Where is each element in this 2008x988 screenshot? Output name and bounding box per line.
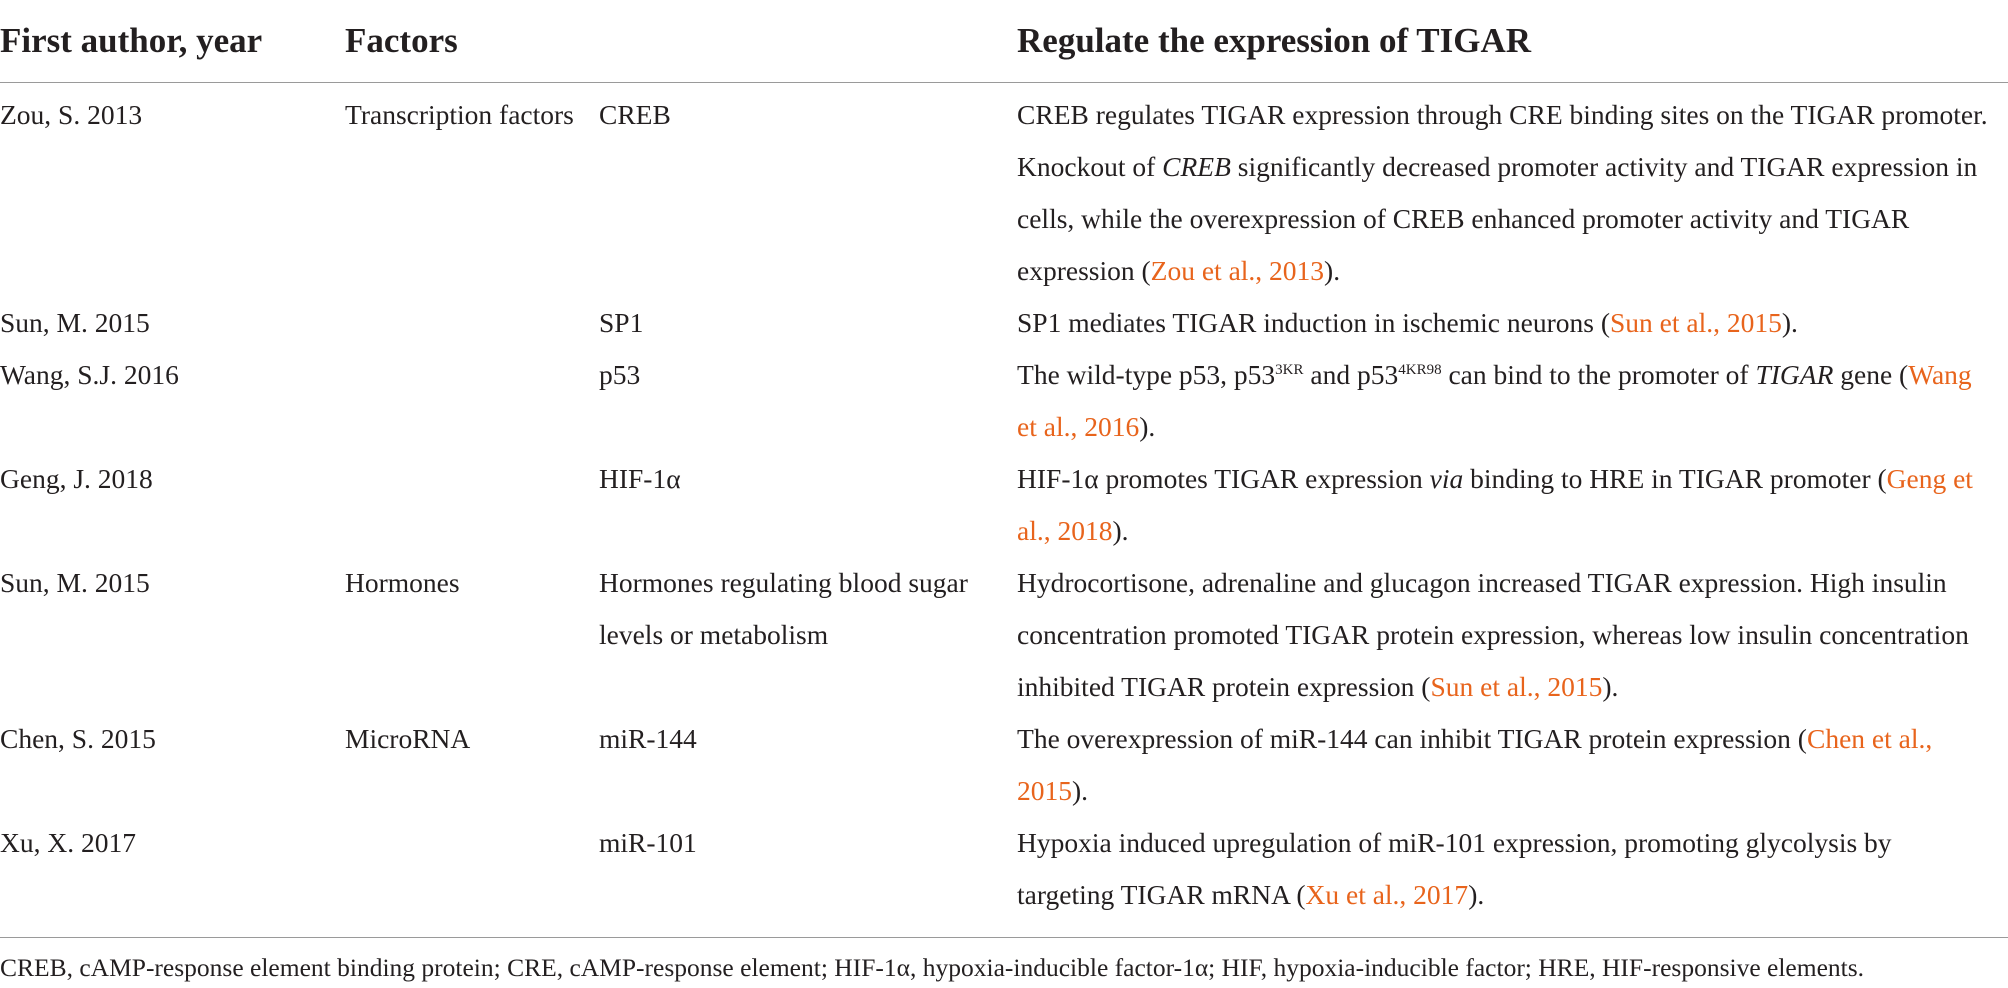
- cell-description: The overexpression of miR-144 can inhibi…: [1017, 713, 2008, 817]
- description-italic: via: [1429, 463, 1464, 494]
- citation-link[interactable]: Sun et al., 2015: [1609, 307, 1782, 338]
- cell-author: Chen, S. 2015: [0, 723, 156, 754]
- cell-description: Hypoxia induced upregulation of miR-101 …: [1017, 817, 2008, 937]
- description-text: and p53: [1303, 359, 1399, 390]
- description-text: gene (: [1833, 359, 1909, 390]
- description-text: Hydrocortisone, adrenaline and glucagon …: [1017, 567, 1969, 702]
- cell-author: Zou, S. 2013: [0, 99, 143, 130]
- cell-category: Transcription factors: [345, 99, 574, 130]
- table-row: Sun, M. 2015 SP1 SP1 mediates TIGAR indu…: [0, 297, 2008, 349]
- description-text: Hypoxia induced upregulation of miR-101 …: [1017, 827, 1892, 910]
- description-italic: CREB: [1162, 151, 1231, 182]
- cell-factor: miR-101: [599, 827, 697, 858]
- table-row: Xu, X. 2017 miR-101 Hypoxia induced upre…: [0, 817, 2008, 937]
- description-end: ).: [1072, 775, 1089, 806]
- cell-category: [345, 817, 599, 937]
- description-text: can bind to the promoter of: [1441, 359, 1756, 390]
- citation-link[interactable]: Xu et al., 2017: [1305, 879, 1469, 910]
- table-row: Chen, S. 2015 MicroRNA miR-144 The overe…: [0, 713, 2008, 817]
- description-text: SP1 mediates TIGAR induction in ischemic…: [1017, 307, 1610, 338]
- table-body: Zou, S. 2013 Transcription factors CREB …: [0, 83, 2008, 938]
- cell-author: Geng, J. 2018: [0, 463, 153, 494]
- header-regulate: Regulate the expression of TIGAR: [1017, 0, 2008, 83]
- cell-description: SP1 mediates TIGAR induction in ischemic…: [1017, 297, 2008, 349]
- description-end: ).: [1112, 515, 1129, 546]
- cell-author: Wang, S.J. 2016: [0, 359, 179, 390]
- table-footnote: CREB, cAMP-response element binding prot…: [0, 953, 1865, 982]
- citation-link[interactable]: Sun et al., 2015: [1430, 671, 1603, 702]
- cell-author: Sun, M. 2015: [0, 307, 150, 338]
- table-row: Geng, J. 2018 HIF-1α HIF-1α promotes TIG…: [0, 453, 2008, 557]
- table-header: First author, year Factors Regulate the …: [0, 0, 2008, 83]
- citation-link[interactable]: Geng et al., 2018: [1017, 463, 1973, 546]
- description-end: ).: [1468, 879, 1485, 910]
- cell-description: Hydrocortisone, adrenaline and glucagon …: [1017, 557, 2008, 713]
- table-row: Zou, S. 2013 Transcription factors CREB …: [0, 83, 2008, 298]
- description-text: The wild-type p53, p53: [1017, 359, 1276, 390]
- table-row: Sun, M. 2015 Hormones Hormones regulatin…: [0, 557, 2008, 713]
- citation-link[interactable]: Zou et al., 2013: [1150, 255, 1325, 286]
- header-row: First author, year Factors Regulate the …: [0, 0, 2008, 83]
- cell-factor: p53: [599, 359, 641, 390]
- citation-link[interactable]: Chen et al., 2015: [1017, 723, 1933, 806]
- cell-category: MicroRNA: [345, 723, 471, 754]
- cell-description: The wild-type p53, p533KR and p534KR98 c…: [1017, 349, 2008, 453]
- header-factors: Factors: [345, 0, 1018, 83]
- cell-category: Hormones: [345, 567, 460, 598]
- cell-factor: CREB: [599, 99, 671, 130]
- cell-factor: miR-144: [599, 723, 697, 754]
- description-text: HIF-1α promotes TIGAR expression: [1017, 463, 1430, 494]
- footnote-divider: [0, 937, 2008, 938]
- cell-author: Xu, X. 2017: [0, 827, 136, 858]
- cell-description: HIF-1α promotes TIGAR expression via bin…: [1017, 453, 2008, 557]
- cell-factor: Hormones regulating blood sugar levels o…: [599, 567, 968, 650]
- citation-link[interactable]: Wang et al., 2016: [1017, 359, 1972, 442]
- description-end: ).: [1324, 255, 1341, 286]
- header-author: First author, year: [0, 0, 345, 83]
- cell-factor: SP1: [599, 307, 644, 338]
- cell-category: [345, 349, 599, 453]
- description-end: ).: [1139, 411, 1156, 442]
- cell-factor: HIF-1α: [599, 463, 681, 494]
- description-text: binding to HRE in TIGAR promoter (: [1463, 463, 1887, 494]
- description-text: CREB regulates TIGAR expression through …: [1017, 99, 1988, 182]
- cell-description: CREB regulates TIGAR expression through …: [1017, 83, 2008, 298]
- description-text: significantly decreased promoter activit…: [1017, 151, 1978, 286]
- cell-author: Sun, M. 2015: [0, 567, 150, 598]
- description-text: The overexpression of miR-144 can inhibi…: [1017, 723, 1807, 754]
- superscript: 4KR98: [1398, 362, 1442, 378]
- cell-category: [345, 453, 599, 557]
- superscript: 3KR: [1275, 362, 1304, 378]
- table-row: Wang, S.J. 2016 p53 The wild-type p53, p…: [0, 349, 2008, 453]
- description-italic: TIGAR: [1755, 359, 1834, 390]
- description-end: ).: [1602, 671, 1619, 702]
- cell-category: [345, 297, 599, 349]
- table: First author, year Factors Regulate the …: [0, 0, 2008, 938]
- description-end: ).: [1781, 307, 1798, 338]
